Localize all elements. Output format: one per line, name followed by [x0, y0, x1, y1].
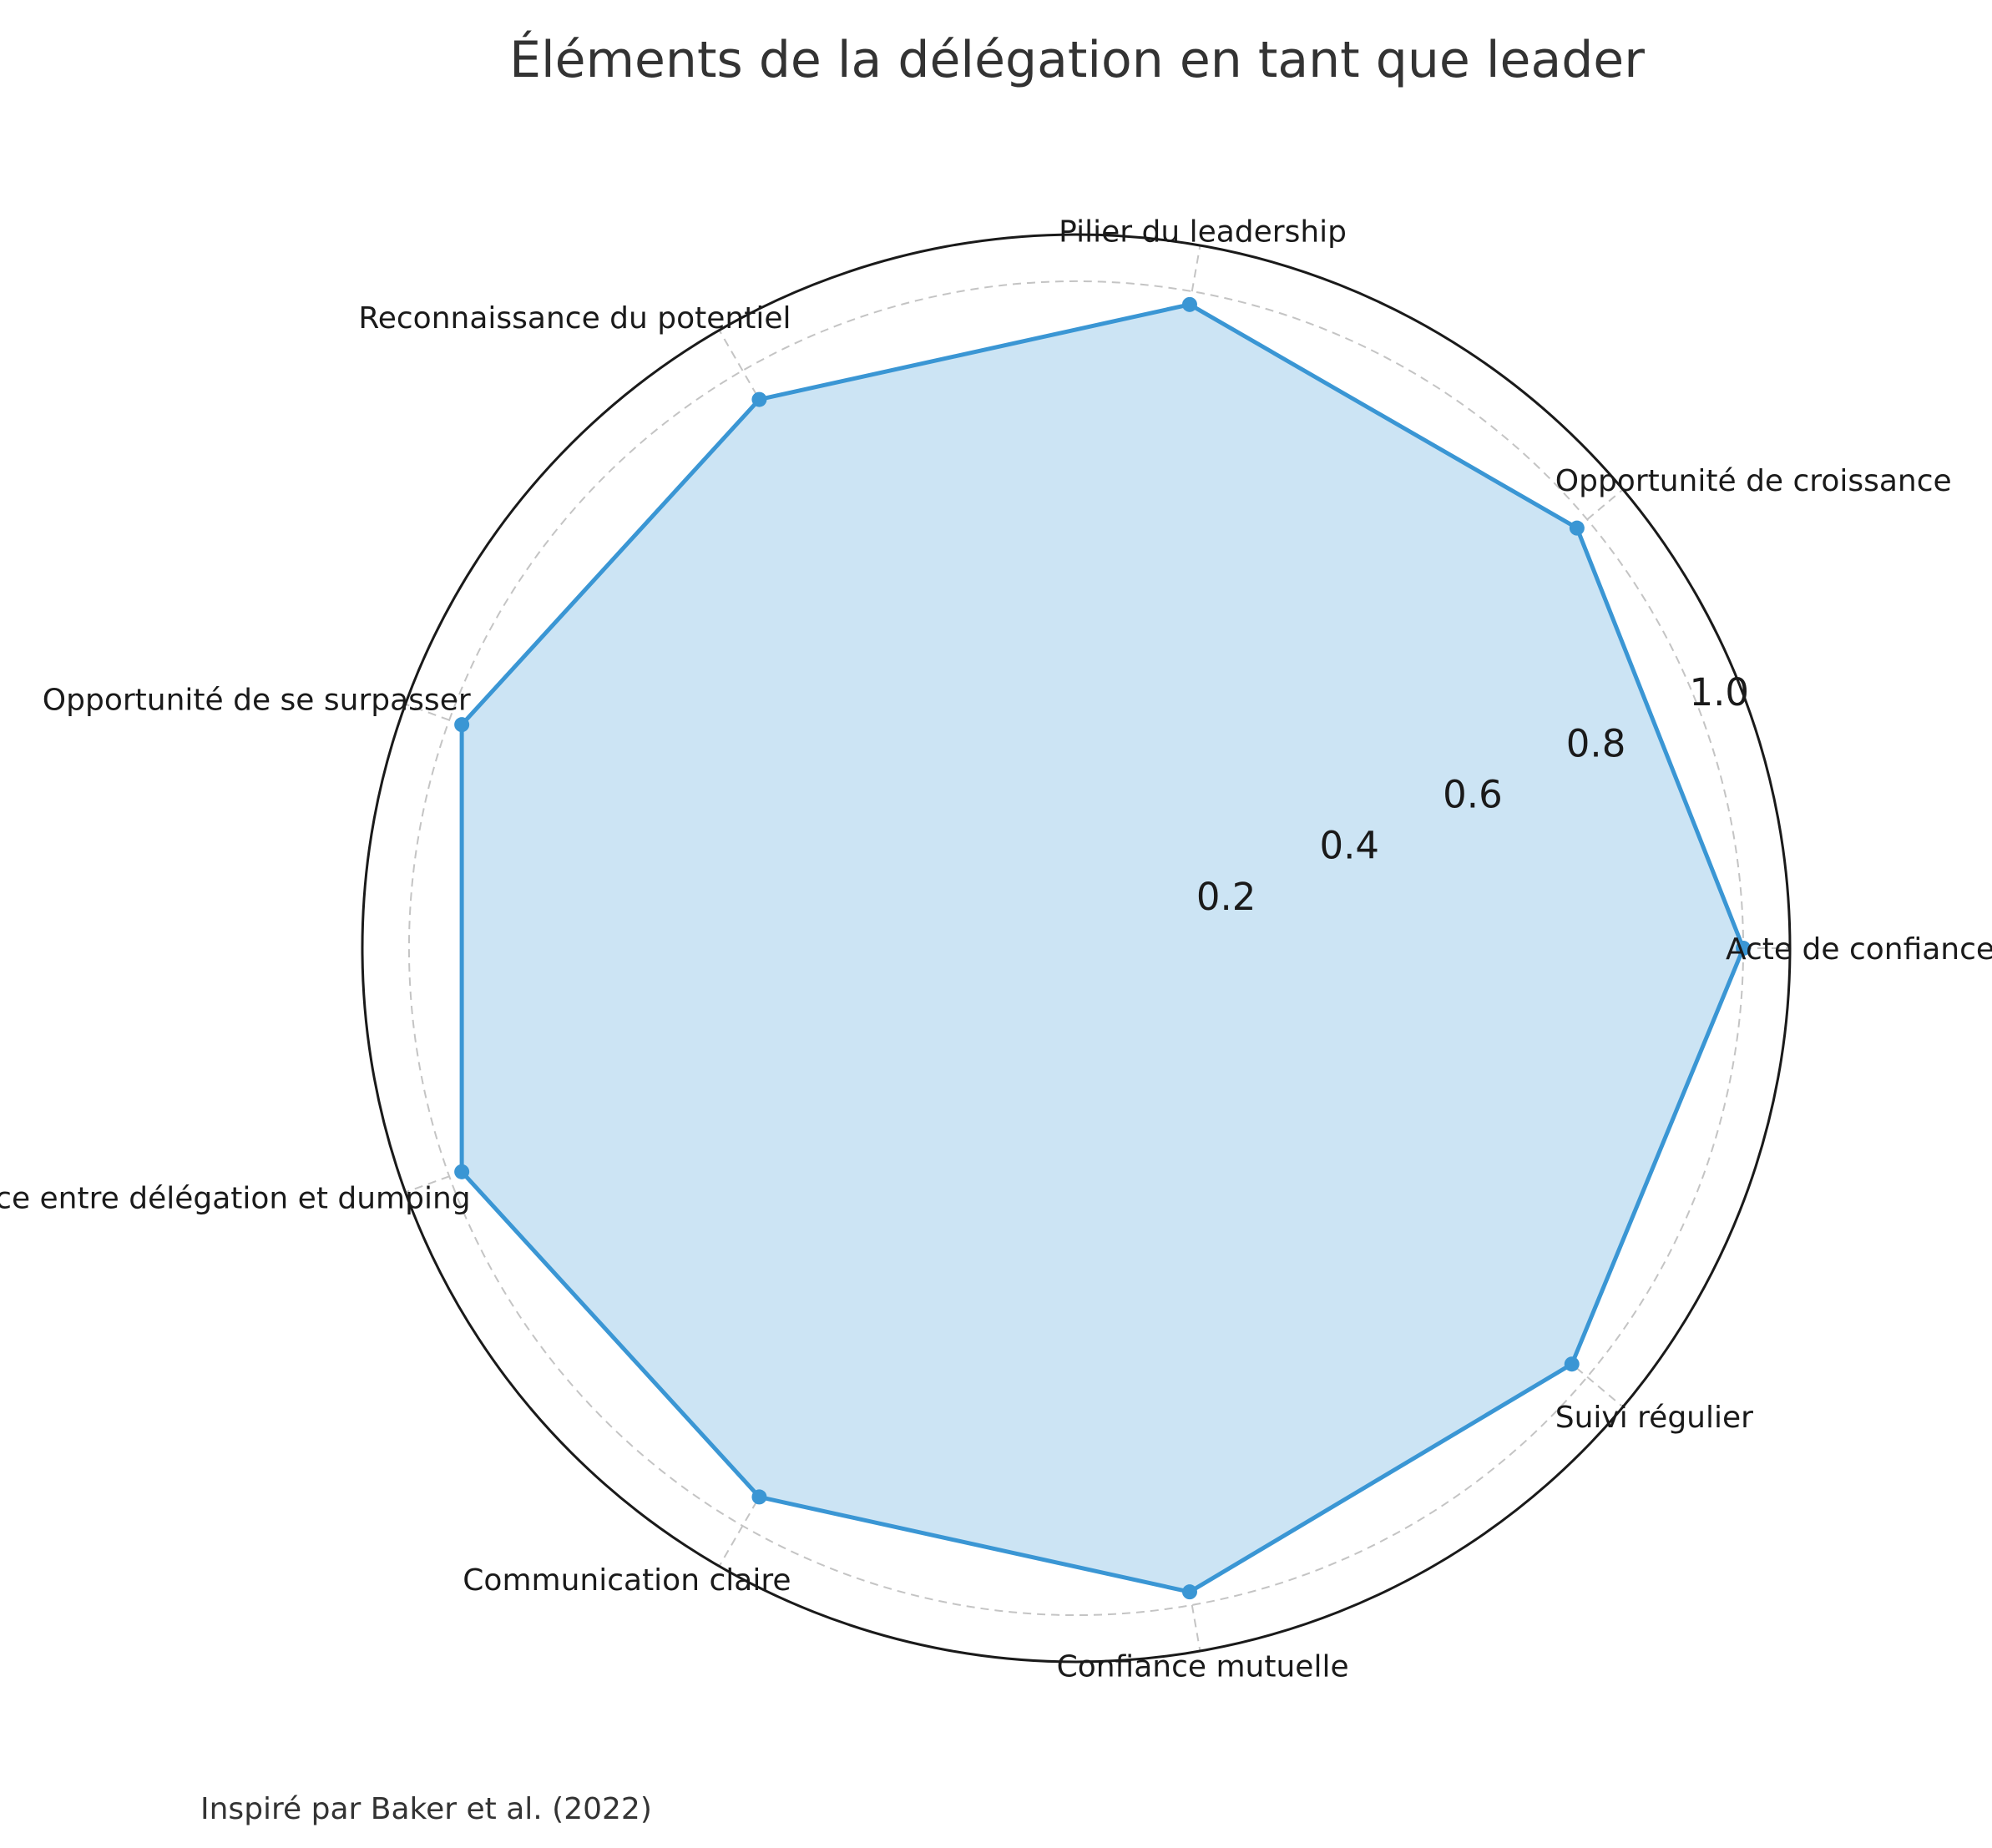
data-point-5	[454, 717, 470, 733]
data-point-2	[1569, 520, 1585, 536]
category-labels: Acte de confiance Opportunité de croissan…	[0, 215, 1992, 1684]
radial-tick-label-1: 0.2	[1196, 875, 1256, 919]
category-label-2: Opportunité de croissance	[1555, 464, 1952, 498]
data-point-4	[751, 391, 767, 407]
data-point-9	[1564, 1356, 1580, 1372]
radial-tick-labels: 0.2 0.4 0.6 0.8 1.0	[1196, 670, 1749, 919]
series-area	[462, 304, 1744, 1593]
data-point-8	[1181, 1584, 1197, 1600]
category-label-3: Pilier du leadership	[1059, 215, 1347, 249]
series-line	[459, 302, 1746, 1594]
footnote: Inspiré par Baker et al. (2022)	[200, 1792, 652, 1826]
category-label-4: Reconnaissance du potentiel	[358, 301, 791, 336]
category-label-5: Opportunité de se surpasser	[43, 683, 471, 717]
radial-tick-label-2: 0.4	[1320, 824, 1380, 868]
data-point-3	[1181, 296, 1197, 312]
radial-tick-label-4: 0.8	[1566, 721, 1626, 765]
data-point-1	[1736, 941, 1752, 956]
category-label-9: Suivi régulier	[1555, 1401, 1753, 1435]
category-label-7: Communication claire	[463, 1563, 791, 1598]
radial-tick-label-5: 1.0	[1689, 670, 1749, 714]
data-point-7	[751, 1489, 767, 1505]
category-label-8: Confiance mutuelle	[1057, 1650, 1349, 1684]
data-series	[454, 296, 1752, 1600]
data-point-6	[454, 1164, 470, 1179]
category-label-1: Acte de confiance	[1726, 932, 1992, 967]
radial-tick-label-3: 0.6	[1443, 773, 1503, 817]
polar-frame	[361, 233, 1792, 1664]
chart-title: Éléments de la délégation en tant que le…	[509, 29, 1645, 89]
category-label-6: Différence entre délégation et dumping	[0, 1182, 471, 1216]
